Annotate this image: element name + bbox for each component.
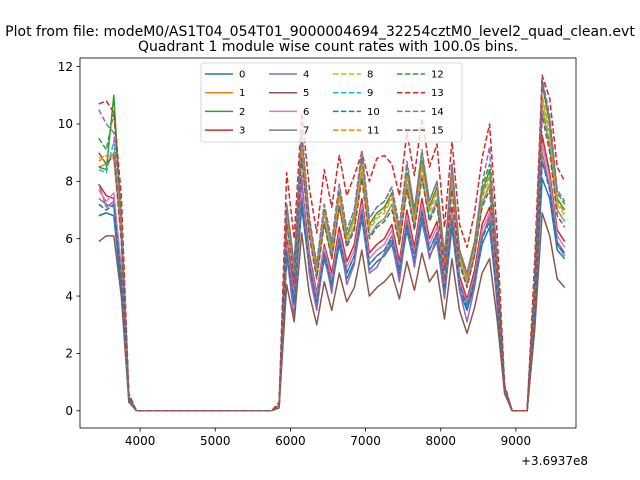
legend-label-12: 12	[431, 70, 444, 81]
legend-label-2: 2	[239, 107, 245, 118]
series-line-13	[98, 74, 566, 412]
x-tick-label: 9000	[501, 434, 532, 448]
y-tick-label: 4	[65, 289, 73, 303]
legend-label-15: 15	[431, 126, 444, 137]
legend-label-3: 3	[239, 126, 245, 137]
x-tick-label: 7000	[350, 434, 381, 448]
legend-box	[200, 62, 463, 143]
y-axis: 0 2 4 6 8 10 12	[58, 60, 80, 418]
y-tick-label: 6	[65, 232, 73, 246]
y-tick-label: 2	[65, 347, 73, 361]
legend-label-14: 14	[431, 107, 444, 118]
figure-suptitle: Plot from file: modeM0/AS1T04_054T01_900…	[5, 24, 635, 40]
series-line-14	[98, 77, 566, 412]
x-tick-label: 8000	[425, 434, 456, 448]
legend-label-5: 5	[303, 88, 309, 99]
y-tick-label: 0	[65, 404, 73, 418]
legend-label-0: 0	[239, 70, 245, 81]
legend-label-13: 13	[431, 88, 444, 99]
series-line-15	[98, 114, 566, 412]
legend-label-9: 9	[367, 88, 373, 99]
legend-label-8: 8	[367, 70, 373, 81]
legend-label-10: 10	[367, 107, 380, 118]
series-line-10	[98, 160, 566, 412]
legend-label-4: 4	[303, 70, 309, 81]
y-tick-label: 8	[65, 175, 73, 189]
legend-label-6: 6	[303, 107, 309, 118]
legend-label-1: 1	[239, 88, 245, 99]
axes-title: Quadrant 1 module wise count rates with …	[138, 39, 518, 55]
axes-frame	[79, 57, 577, 429]
x-tick-label: 6000	[275, 434, 306, 448]
x-offset-label: +3.6937e8	[521, 454, 588, 468]
x-axis: 4000 5000 6000 7000 8000 9000	[125, 428, 531, 448]
series-layer	[98, 74, 566, 412]
x-tick-label: 4000	[125, 434, 156, 448]
x-tick-label: 5000	[200, 434, 231, 448]
y-tick-label: 10	[58, 117, 73, 131]
legend-label-7: 7	[303, 126, 309, 137]
legend-label-11: 11	[367, 126, 380, 137]
y-tick-label: 12	[58, 60, 73, 74]
